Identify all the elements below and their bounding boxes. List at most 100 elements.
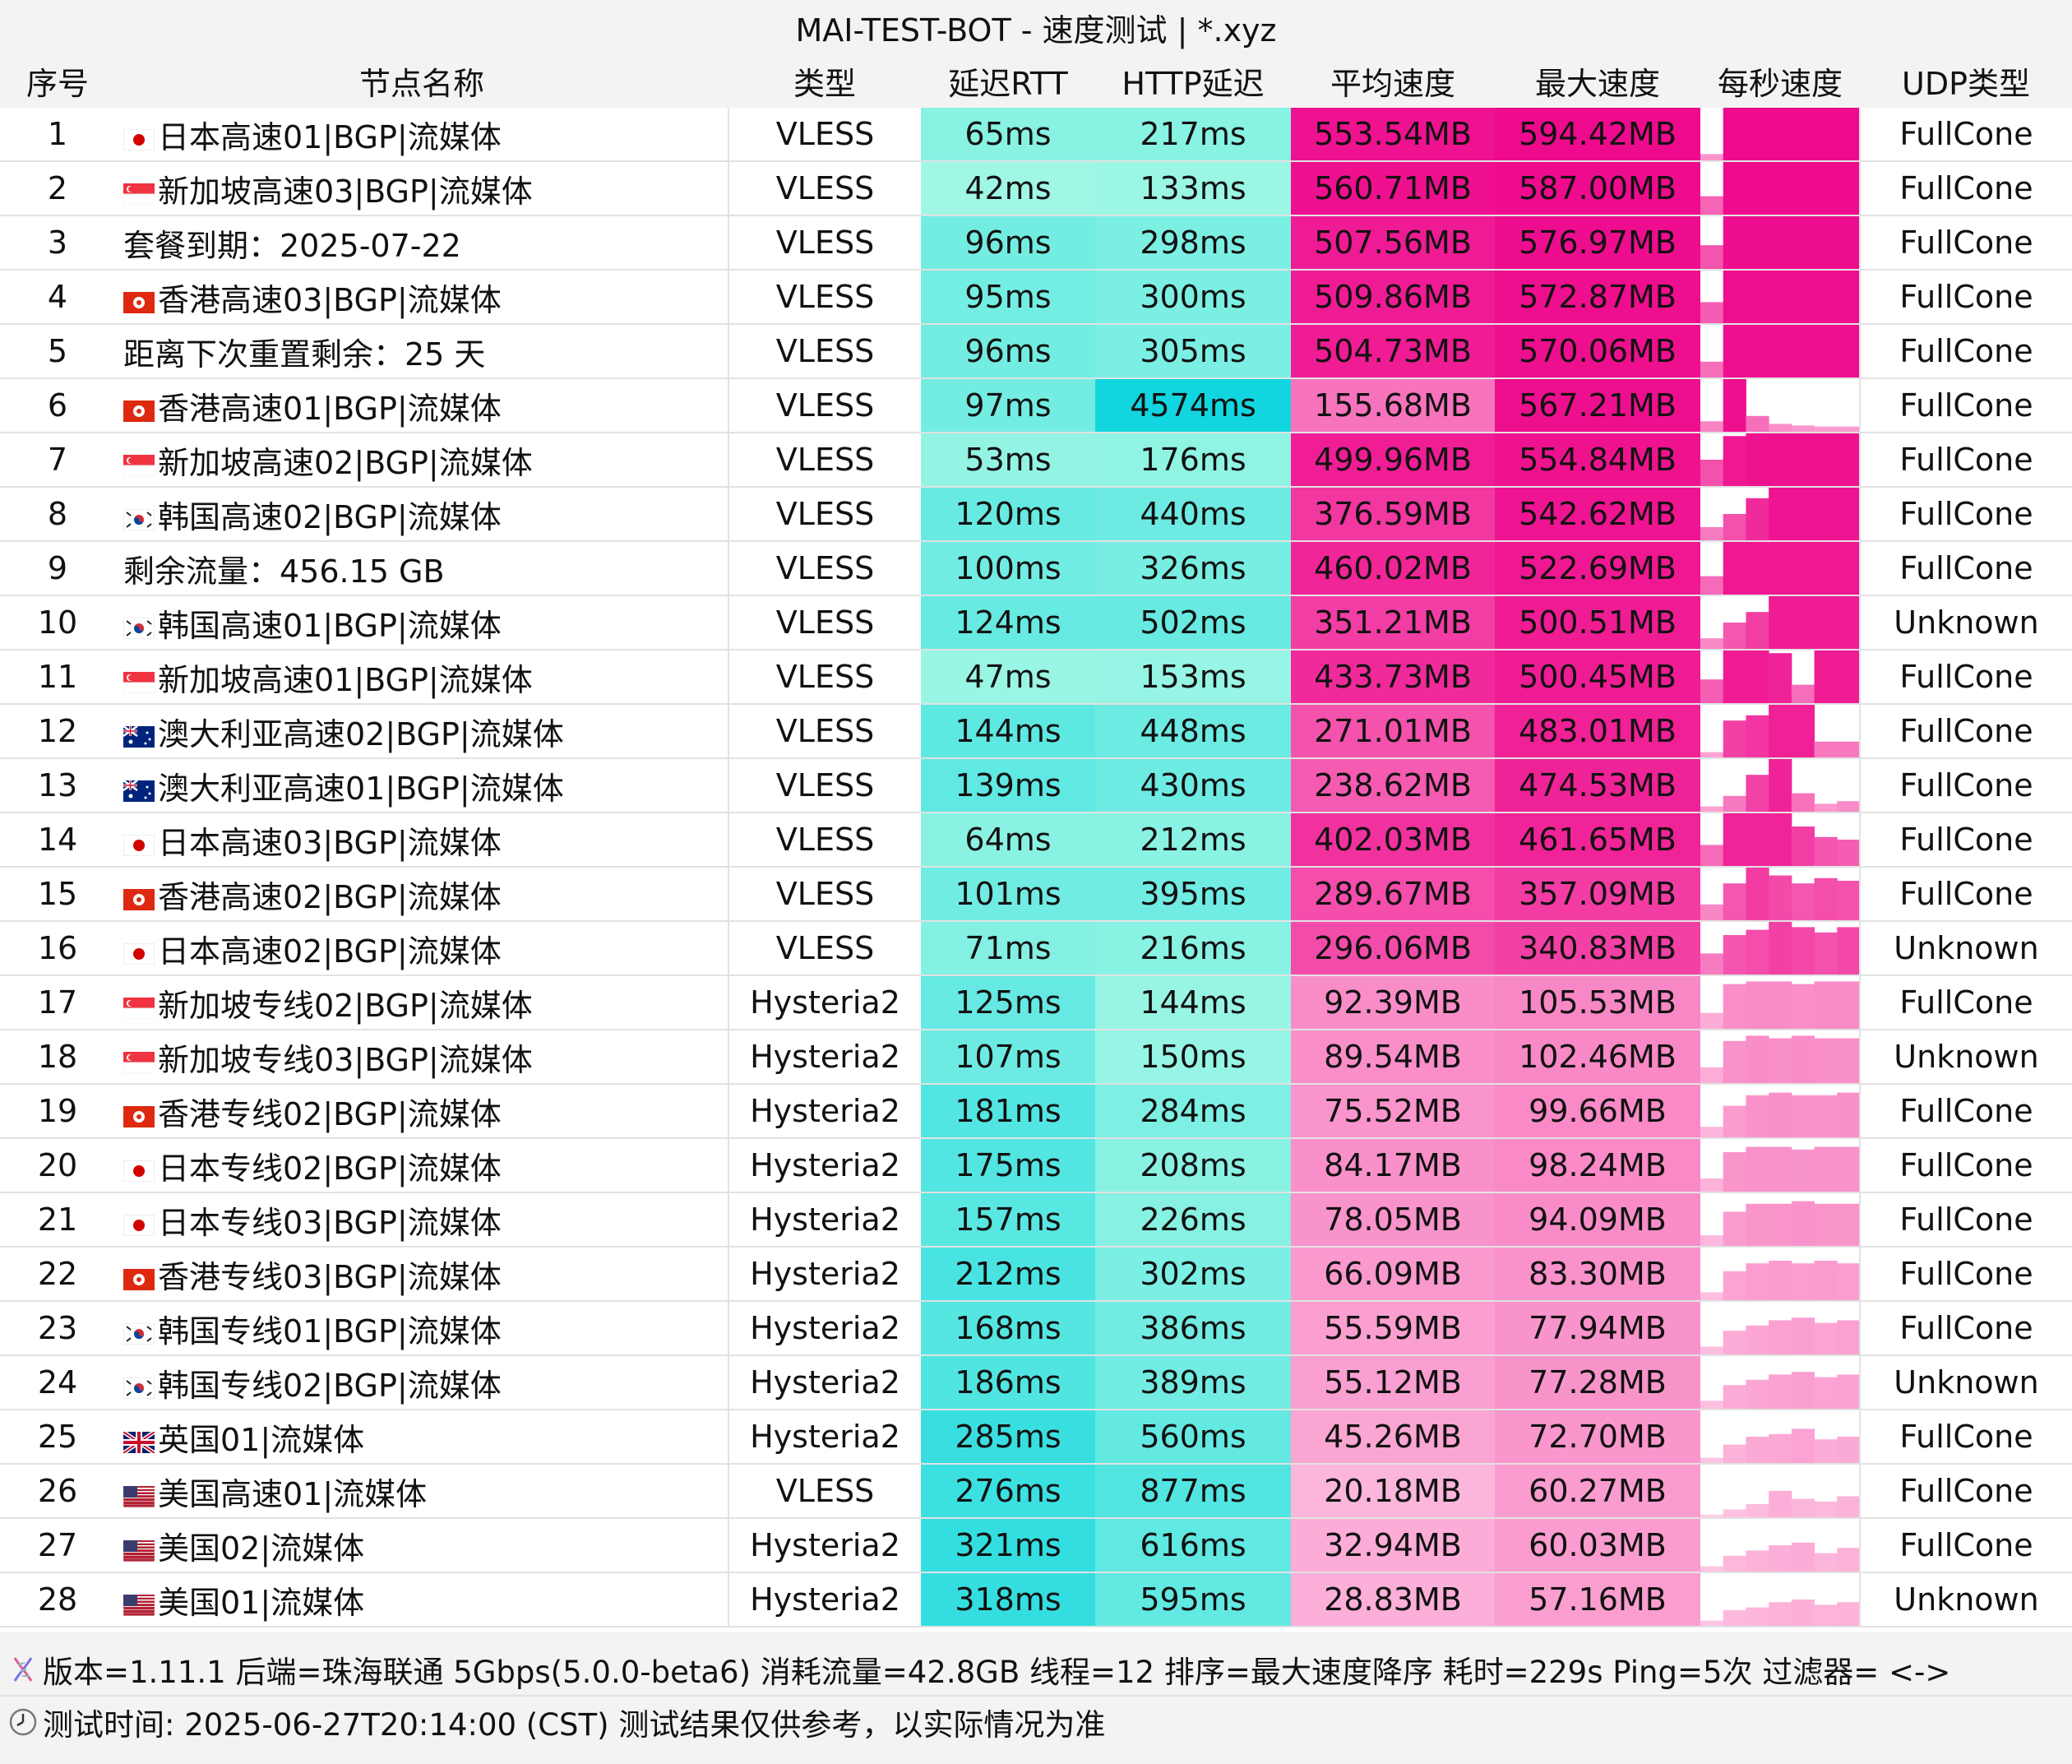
header-udp-type[interactable]: UDP类型 <box>1860 54 2072 108</box>
udp-type-cell: Unknown <box>1859 921 2072 976</box>
table-row[interactable]: 12 澳大利亚高速02|BGP|流媒体 VLESS 144ms 448ms 271.01M… <box>0 704 2072 759</box>
sparkline-bar <box>1791 1542 1815 1571</box>
table-row[interactable]: 14 日本高速03|BGP|流媒体 VLESS 64ms 212ms 402.03MB 46… <box>0 813 2072 868</box>
table-row[interactable]: 3 套餐到期：2025-07-22 VLESS 96ms 298ms 507.56MB 57… <box>0 215 2072 271</box>
table-row[interactable]: 21 日本专线03|BGP|流媒体 Hysteria2 157ms 226ms 78.05… <box>0 1192 2072 1248</box>
table-row[interactable]: 10 韩国高速01|BGP|流媒体 VLESS 124ms 502ms 351.21MB 5… <box>0 595 2072 651</box>
http-delay-cell: 300ms <box>1095 270 1291 325</box>
sparkline-bar <box>1746 981 1769 1028</box>
max-speed-cell: 500.51MB <box>1495 595 1700 651</box>
rtt-cell: 96ms <box>921 324 1095 379</box>
table-row[interactable]: 1 日本高速01|BGP|流媒体 VLESS 65ms 217ms 553.54MB 594… <box>0 108 2072 162</box>
table-row[interactable]: 7 新加坡高速02|BGP|流媒体 VLESS 53ms 176ms 499.96MB 55… <box>0 433 2072 488</box>
table-row[interactable]: 27 美国02|流媒体 Hysteria2 321ms 616ms 32.94MB 60.0… <box>0 1518 2072 1573</box>
node-name-cell: 日本高速03|BGP|流媒体 <box>115 813 729 868</box>
udp-type-cell: FullCone <box>1859 1464 2072 1519</box>
table-row[interactable]: 22 香港专线03|BGP|流媒体 Hysteria2 212ms 302ms 66.09… <box>0 1247 2072 1302</box>
protocol-type-cell: VLESS <box>728 541 921 596</box>
http-delay-cell: 216ms <box>1095 921 1291 976</box>
table-row[interactable]: 5 距离下次重置剩余：25 天 VLESS 96ms 305ms 504.73MB 570.… <box>0 324 2072 379</box>
node-name: 韩国专线01|BGP|流媒体 <box>158 1313 502 1350</box>
max-speed-cell: 594.42MB <box>1495 108 1700 162</box>
sparkline-bar <box>1791 488 1815 539</box>
sparkline-bar <box>1723 436 1746 485</box>
node-name: 澳大利亚高速01|BGP|流媒体 <box>158 770 564 807</box>
header-max-speed[interactable]: 最大速度 <box>1495 54 1700 108</box>
protocol-type-cell: VLESS <box>728 813 921 868</box>
protocol-type-cell: VLESS <box>728 215 921 271</box>
hongkong-flag-icon <box>123 400 155 422</box>
sparkline-bar <box>1746 1325 1769 1354</box>
table-row[interactable]: 19 香港专线02|BGP|流媒体 Hysteria2 181ms 284ms 75.52… <box>0 1084 2072 1139</box>
table-row[interactable]: 11 新加坡高速01|BGP|流媒体 VLESS 47ms 153ms 433.73MB 5… <box>0 650 2072 705</box>
udp-type-cell: FullCone <box>1859 975 2072 1030</box>
table-row[interactable]: 2 新加坡高速03|BGP|流媒体 VLESS 42ms 133ms 560.71MB 58… <box>0 161 2072 216</box>
header-avg-speed[interactable]: 平均速度 <box>1291 54 1495 108</box>
protocol-type-cell: VLESS <box>728 704 921 759</box>
sparkline-bar <box>1769 1545 1792 1571</box>
node-name-cell: 新加坡高速01|BGP|流媒体 <box>115 650 729 705</box>
table-row[interactable]: 13 澳大利亚高速01|BGP|流媒体 VLESS 139ms 430ms 238.62M… <box>0 758 2072 813</box>
per-second-speed-cell <box>1700 867 1860 922</box>
avg-speed-cell: 296.06MB <box>1291 921 1495 976</box>
table-row[interactable]: 8 韩国高速02|BGP|流媒体 VLESS 120ms 440ms 376.59MB 54… <box>0 487 2072 542</box>
table-row[interactable]: 17 新加坡专线02|BGP|流媒体 Hysteria2 125ms 144ms 92.3… <box>0 975 2072 1030</box>
table-row[interactable]: 16 日本高速02|BGP|流媒体 VLESS 71ms 216ms 296.06MB 34… <box>0 921 2072 976</box>
table-row[interactable]: 23 韩国专线01|BGP|流媒体 Hysteria2 168ms 386ms 55.59… <box>0 1301 2072 1356</box>
sparkline-bar <box>1837 1038 1860 1082</box>
sparkline-bar <box>1700 302 1724 322</box>
table-row[interactable]: 6 香港高速01|BGP|流媒体 VLESS 97ms 4574ms 155.68MB 56… <box>0 378 2072 433</box>
sparkline-bar <box>1837 1320 1860 1354</box>
header-rtt[interactable]: 延迟RTT <box>921 54 1095 108</box>
sparkline-bar <box>1791 684 1815 702</box>
table-row[interactable]: 24 韩国专线02|BGP|流媒体 Hysteria2 186ms 389ms 55.12… <box>0 1355 2072 1410</box>
udp-type-cell: FullCone <box>1859 758 2072 813</box>
protocol-type-cell: Hysteria2 <box>728 1518 921 1573</box>
sparkline-bar <box>1746 813 1769 865</box>
sparkline-bar <box>1791 1201 1815 1245</box>
table-row[interactable]: 15 香港高速02|BGP|流媒体 VLESS 101ms 395ms 289.67MB 3… <box>0 867 2072 922</box>
singapore-flag-icon <box>123 183 155 205</box>
japan-flag-icon <box>123 834 155 856</box>
rtt-cell: 175ms <box>921 1138 1095 1193</box>
sparkline-bar <box>1837 840 1860 865</box>
node-name-cell: 澳大利亚高速02|BGP|流媒体 <box>115 704 729 759</box>
header-type[interactable]: 类型 <box>728 54 921 108</box>
sparkline-bar <box>1746 868 1769 919</box>
sparkline-bar <box>1746 715 1769 757</box>
results-table: 序号 节点名称 类型 延迟RTT HTTP延迟 平均速度 最大速度 每秒速度 U… <box>0 54 2072 1627</box>
row-index-cell: 1 <box>0 108 115 162</box>
sparkline-bar <box>1723 542 1746 594</box>
table-row[interactable]: 20 日本专线02|BGP|流媒体 Hysteria2 175ms 208ms 84.17… <box>0 1138 2072 1193</box>
udp-type-cell: FullCone <box>1859 650 2072 705</box>
node-name-cell: 香港高速03|BGP|流媒体 <box>115 270 729 325</box>
max-speed-cell: 474.53MB <box>1495 758 1700 813</box>
avg-speed-cell: 78.05MB <box>1291 1192 1495 1248</box>
max-speed-cell: 576.97MB <box>1495 215 1700 271</box>
sparkline-bar <box>1723 108 1746 160</box>
node-name: 新加坡高速01|BGP|流媒体 <box>158 661 533 698</box>
table-row[interactable]: 25 英国01|流媒体 Hysteria2 285ms 560ms 45.26MB 72.7… <box>0 1410 2072 1465</box>
sparkline-bar <box>1769 216 1792 268</box>
header-http-delay[interactable]: HTTP延迟 <box>1095 54 1291 108</box>
protocol-type-cell: Hysteria2 <box>728 1138 921 1193</box>
sparkline-bar <box>1746 325 1769 377</box>
sparkline-bar <box>1814 162 1838 214</box>
udp-type-cell: FullCone <box>1859 215 2072 271</box>
speed-sparkline <box>1700 488 1860 539</box>
rtt-cell: 186ms <box>921 1355 1095 1410</box>
table-row[interactable]: 26 美国高速01|流媒体 VLESS 276ms 877ms 20.18MB 60.27M… <box>0 1464 2072 1519</box>
header-per-second-speed[interactable]: 每秒速度 <box>1700 54 1860 108</box>
row-index-cell: 27 <box>0 1518 115 1573</box>
table-row[interactable]: 9 剩余流量：456.15 GB VLESS 100ms 326ms 460.02MB 52… <box>0 541 2072 596</box>
node-name: 韩国专线02|BGP|流媒体 <box>158 1367 502 1404</box>
udp-type-cell: FullCone <box>1859 867 2072 922</box>
sparkline-bar <box>1769 1602 1792 1625</box>
table-row[interactable]: 4 香港高速03|BGP|流媒体 VLESS 95ms 300ms 509.86MB 572… <box>0 270 2072 325</box>
header-node-name[interactable]: 节点名称 <box>115 54 728 108</box>
node-name-cell: 日本专线03|BGP|流媒体 <box>115 1192 729 1248</box>
header-index[interactable]: 序号 <box>0 54 115 108</box>
per-second-speed-cell <box>1700 433 1860 488</box>
table-row[interactable]: 28 美国01|流媒体 Hysteria2 318ms 595ms 28.83MB 57.1… <box>0 1572 2072 1627</box>
table-row[interactable]: 18 新加坡专线03|BGP|流媒体 Hysteria2 107ms 150ms 89.5… <box>0 1030 2072 1085</box>
